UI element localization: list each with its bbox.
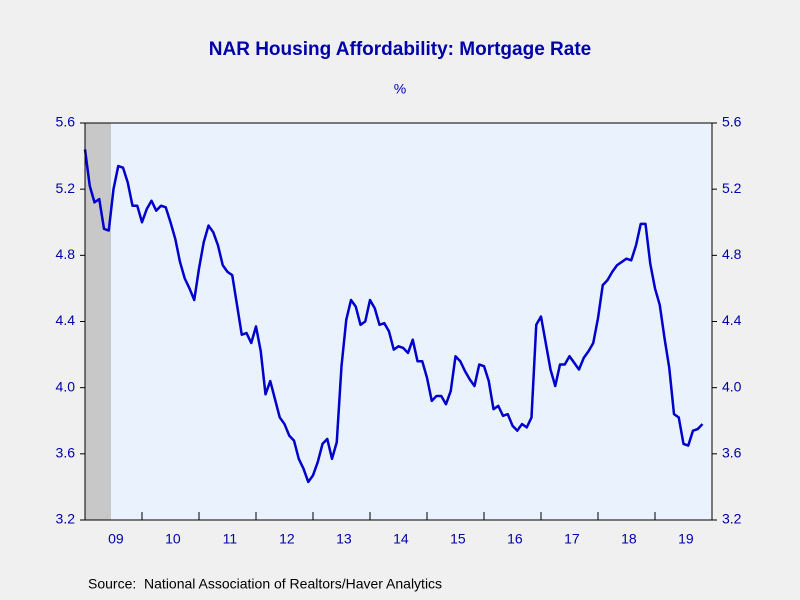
x-tick-label: 14 [393,531,409,547]
x-tick-label: 13 [336,531,352,547]
y2-tick-label: 3.6 [722,445,742,461]
x-tick-label: 19 [678,531,694,547]
subtitle: % [394,81,406,97]
x-tick-label: 15 [450,531,466,547]
chart-title: NAR Housing Affordability: Mortgage Rate [209,39,591,60]
y-tick-label: 5.2 [56,180,76,196]
y-tick-label: 3.6 [56,445,76,461]
y2-tick-label: 4.8 [722,246,742,262]
y-tick-label: 4.8 [56,246,76,262]
x-tick-label: 11 [223,531,238,547]
recession-shade [85,123,111,520]
source: Source: National Association of Realtors… [88,576,442,592]
y2-tick-label: 4.4 [722,312,742,328]
y2-tick-label: 4.0 [722,378,742,394]
x-tick-label: 17 [564,531,580,547]
y-tick-label: 4.4 [56,312,76,328]
data-line [83,149,704,484]
x-tick-label: 18 [621,531,637,547]
x-tick-label: 09 [108,531,124,547]
y-tick-label: 4.0 [56,378,76,394]
plot-border [84,122,713,521]
y2-tick-label: 5.2 [722,180,742,196]
plot-area [85,123,712,520]
y-tick-label: 3.2 [56,511,76,527]
x-tick-label: 16 [507,531,523,547]
y2-tick-label: 5.6 [722,114,742,130]
y2-tick-label: 3.2 [722,511,742,527]
y-tick-label: 5.6 [56,114,76,130]
x-tick-label: 12 [279,531,295,547]
x-tick-label: 10 [165,531,181,547]
